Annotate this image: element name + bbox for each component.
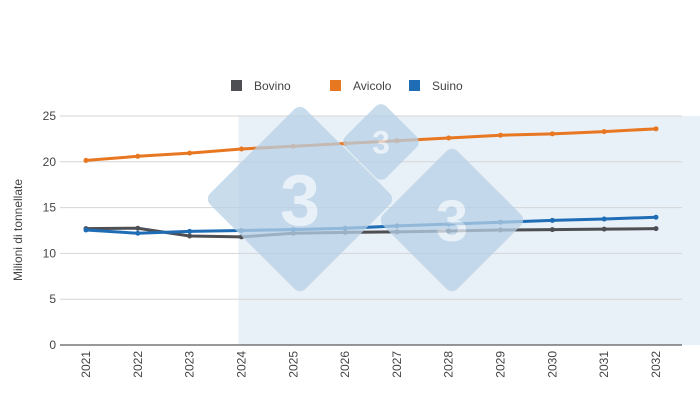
watermark-glyph: 3 (280, 161, 320, 241)
watermark-glyph: 3 (436, 189, 468, 254)
x-tick-label: 2031 (597, 351, 611, 378)
watermark-logo: 3 3 3 (207, 104, 524, 292)
legend-swatch-suino (409, 80, 420, 91)
data-point-avicolo (498, 132, 504, 138)
x-tick-label: 2027 (390, 351, 404, 378)
series-line-suino (85, 215, 657, 235)
legend-swatch-avicolo (330, 80, 341, 91)
legend-label-bovino: Bovino (254, 79, 291, 93)
watermark-diamond (207, 106, 393, 292)
x-tick-label: 2025 (286, 351, 300, 378)
y-axis-label: Milioni di tonnellate (11, 179, 25, 281)
y-tick-label: 25 (43, 109, 57, 123)
data-point-bovino (187, 233, 193, 239)
watermark-glyph: 3 (372, 125, 390, 161)
x-tick-label: 2032 (649, 351, 663, 378)
data-point-avicolo (238, 146, 244, 152)
data-point-suino (135, 230, 141, 236)
data-point-avicolo (446, 135, 452, 141)
x-tick-label: 2023 (183, 351, 197, 378)
legend-label-suino: Suino (432, 79, 463, 93)
x-tick-label: 2024 (234, 351, 248, 378)
y-tick-label: 20 (43, 155, 57, 169)
y-tick-label: 5 (49, 292, 56, 306)
data-point-avicolo (187, 150, 193, 156)
legend-label-avicolo: Avicolo (353, 79, 392, 93)
y-axis-ticks: 0 5 10 15 20 25 (43, 109, 57, 352)
series-line-bovino (85, 226, 657, 239)
data-point-avicolo (135, 153, 141, 159)
legend-swatch-bovino (231, 80, 242, 91)
x-tick-label: 2030 (545, 351, 559, 378)
x-tick-label: 2028 (442, 351, 456, 378)
y-tick-label: 15 (43, 201, 57, 215)
data-point-avicolo (601, 129, 607, 135)
x-tick-label: 2022 (131, 351, 145, 378)
y-tick-label: 10 (43, 246, 57, 260)
y-tick-label: 0 (49, 338, 56, 352)
data-point-suino (601, 216, 607, 222)
data-point-suino (549, 217, 555, 223)
data-point-suino (83, 227, 89, 233)
legend: Bovino Avicolo Suino (231, 79, 463, 93)
x-axis-ticks: 2021 2022 2023 2024 2025 2026 2027 2028 2029 2030… (79, 351, 663, 378)
data-point-avicolo (83, 157, 89, 163)
data-point-bovino (653, 226, 659, 232)
data-point-avicolo (653, 126, 659, 132)
watermark-diamond (380, 148, 524, 292)
data-point-suino (653, 214, 659, 220)
data-point-suino (187, 228, 193, 234)
x-tick-label: 2029 (494, 351, 508, 378)
data-point-avicolo (549, 131, 555, 137)
data-point-bovino (135, 225, 141, 231)
data-point-bovino (601, 226, 607, 232)
data-point-bovino (549, 227, 555, 233)
x-tick-label: 2026 (338, 351, 352, 378)
watermark-diamond (343, 104, 419, 180)
x-tick-label: 2021 (79, 351, 93, 378)
